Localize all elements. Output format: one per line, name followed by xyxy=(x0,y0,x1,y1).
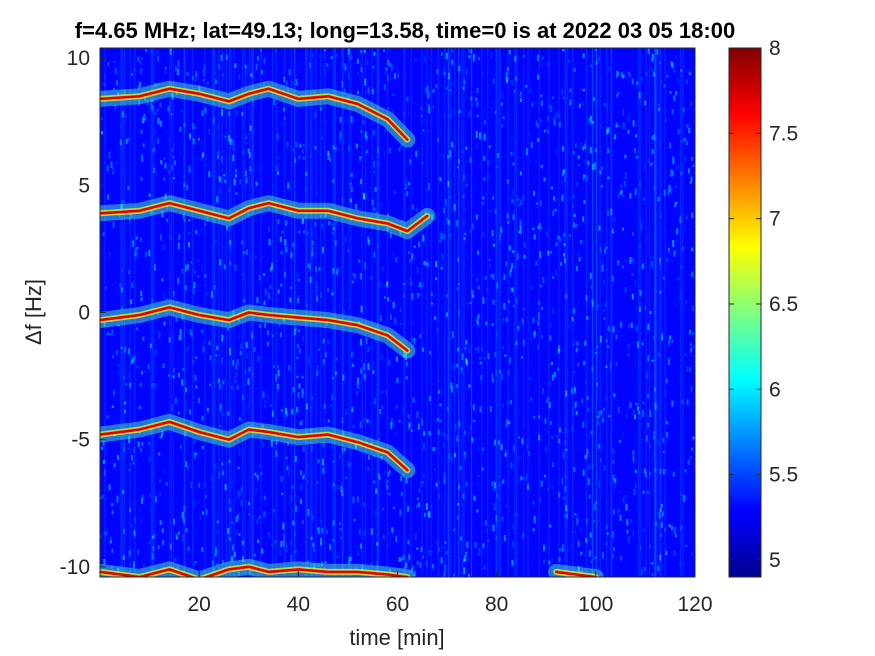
x-tick-label: 120 xyxy=(677,593,712,616)
colorbar-ticks: 5 5.5 6 6.5 7 7.5 8 xyxy=(729,37,798,572)
x-tick-label: 20 xyxy=(187,593,210,616)
x-axis-ticks: 20 40 60 80 100 120 xyxy=(187,571,713,616)
x-axis-label: time [min] xyxy=(349,625,444,650)
colorbar-tick-label: 7.5 xyxy=(769,122,798,145)
y-tick-label: -10 xyxy=(60,556,90,579)
series-1-line xyxy=(100,201,429,233)
colorbar-tick-label: 6 xyxy=(769,378,781,401)
chart-title: f=4.65 MHz; lat=49.13; long=13.58, time=… xyxy=(75,18,735,43)
y-axis-ticks: -10 -5 0 5 10 xyxy=(60,47,106,579)
colorbar-tick-label: 6.5 xyxy=(769,293,798,316)
y-tick-label: 10 xyxy=(67,47,90,70)
y-tick-label: -5 xyxy=(71,429,90,452)
y-axis-label: Δf [Hz] xyxy=(21,279,46,345)
colorbar-tick-label: 5.5 xyxy=(769,464,798,487)
colorbar-tick-label: 7 xyxy=(769,208,781,231)
series-5-line xyxy=(554,570,598,577)
x-tick-label: 80 xyxy=(485,593,508,616)
colorbar xyxy=(728,47,762,578)
colorbar-tick-label: 5 xyxy=(769,549,781,572)
series-0-line xyxy=(100,87,409,141)
x-tick-label: 60 xyxy=(386,593,409,616)
series-3-line xyxy=(100,420,409,472)
y-tick-label: 5 xyxy=(78,174,90,197)
series-2-line xyxy=(100,306,409,352)
spectrogram-plot-area xyxy=(100,48,695,577)
x-tick-label: 100 xyxy=(578,593,613,616)
series-layer xyxy=(100,80,604,577)
x-tick-label: 40 xyxy=(287,593,310,616)
y-tick-label: 0 xyxy=(78,302,90,325)
colorbar-tick-label: 8 xyxy=(769,37,781,60)
series-4-line xyxy=(100,565,409,577)
